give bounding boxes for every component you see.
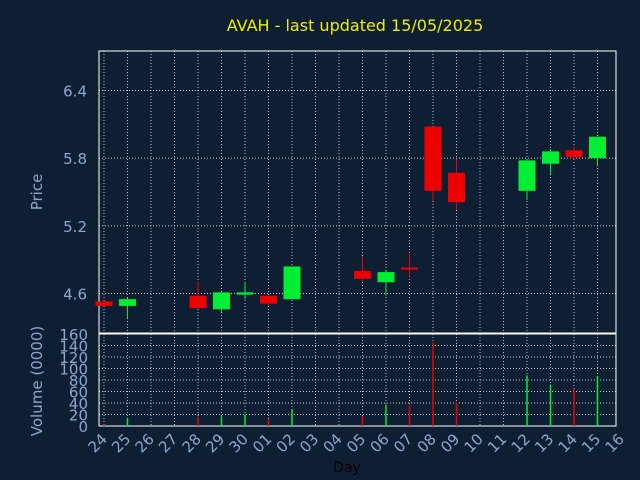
volume-tick-label: 60 bbox=[69, 384, 88, 402]
volume-bar bbox=[197, 416, 199, 426]
volume-bar bbox=[126, 417, 129, 426]
volume-bar bbox=[220, 416, 223, 426]
candle-body bbox=[377, 272, 395, 283]
volume-bar bbox=[244, 414, 246, 426]
volume-tick-label: 20 bbox=[69, 407, 88, 425]
price-panel: 4.6 5.2 5.8 6.4 Price bbox=[28, 50, 617, 334]
candle-body bbox=[565, 150, 583, 158]
volume-bars bbox=[103, 342, 599, 426]
candle-body bbox=[424, 126, 442, 191]
candle-body bbox=[589, 136, 606, 159]
volume-bar bbox=[549, 384, 552, 426]
price-tick-label: 5.2 bbox=[63, 218, 87, 236]
volume-tick-label: 160 bbox=[59, 326, 88, 344]
candle-body bbox=[448, 172, 465, 203]
x-ticks: 2425262728293001020304050607080910111213… bbox=[85, 430, 628, 456]
x-axis-label: Day bbox=[333, 460, 361, 476]
volume-bar bbox=[596, 375, 599, 426]
candle-body bbox=[189, 295, 207, 309]
volume-tick-label: 140 bbox=[59, 338, 88, 356]
candle-body bbox=[213, 292, 230, 310]
candles bbox=[95, 126, 606, 319]
price-y-ticks: 4.6 5.2 5.8 6.4 bbox=[63, 82, 87, 303]
price-frame bbox=[98, 50, 617, 334]
candle-body bbox=[283, 266, 301, 300]
volume-tick-label: 0 bbox=[78, 418, 88, 436]
volume-bar bbox=[361, 416, 364, 426]
price-tick-label: 5.8 bbox=[63, 150, 87, 168]
volume-tick-label: 80 bbox=[69, 372, 88, 390]
price-axis-label: Price bbox=[28, 174, 46, 211]
volume-tick-label: 100 bbox=[59, 361, 88, 379]
candle-body bbox=[354, 270, 371, 279]
volume-bar bbox=[103, 424, 105, 426]
candle-body bbox=[236, 292, 254, 295]
candle-body bbox=[518, 160, 536, 191]
volume-bar bbox=[573, 389, 575, 426]
volume-bar bbox=[526, 375, 528, 426]
price-tick-label: 4.6 bbox=[63, 286, 87, 304]
candle-body bbox=[260, 295, 277, 304]
volume-bar bbox=[291, 409, 293, 426]
volume-bar bbox=[408, 405, 411, 426]
volume-grid bbox=[99, 334, 616, 426]
candle-body bbox=[542, 151, 559, 164]
volume-axis-label: Volume (0000) bbox=[28, 326, 46, 436]
volume-bar bbox=[455, 402, 458, 426]
price-tick-label: 6.4 bbox=[63, 82, 87, 100]
volume-tick-label: 120 bbox=[59, 349, 88, 367]
volume-bar bbox=[385, 404, 387, 426]
volume-bar bbox=[267, 419, 270, 426]
candle-body bbox=[401, 267, 418, 270]
candle-body bbox=[95, 301, 113, 306]
volume-tick-label: 40 bbox=[69, 395, 88, 413]
volume-bar bbox=[432, 342, 434, 426]
chart-title: AVAH - last updated 15/05/2025 bbox=[227, 16, 484, 35]
candle-body bbox=[119, 299, 136, 306]
